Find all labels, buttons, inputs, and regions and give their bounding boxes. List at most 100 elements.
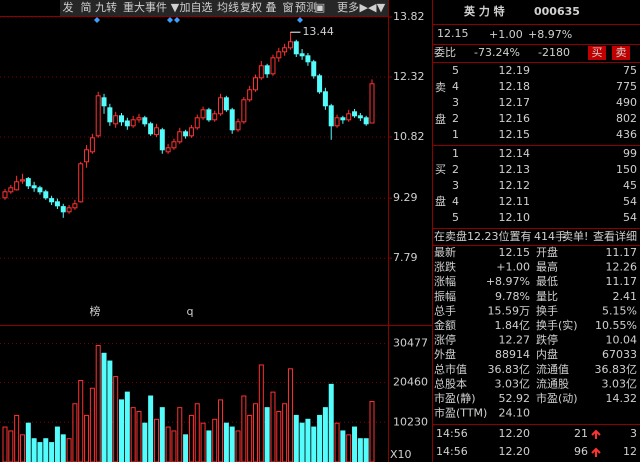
toolbar-button[interactable]: 发 [63,0,74,14]
toolbar-icon[interactable]: ▶◀ [360,1,377,14]
tick-time: 14:56 [436,427,468,440]
book-volume: 45 [623,179,637,192]
tick-volume: 96 [574,445,588,458]
sell-button[interactable]: 卖 [616,46,627,59]
candle-body [171,141,177,149]
candle-body [37,187,43,193]
stat-value: 12.26 [606,261,638,274]
sell-button-bg[interactable] [612,46,630,60]
volume-bar [235,430,241,462]
volume-bar [206,430,212,462]
candle-body [2,191,8,199]
toolbar-icon[interactable]: ▣ [315,1,325,14]
book-price: 12.18 [499,80,531,93]
buy-button-bg[interactable] [588,46,606,60]
buy-button[interactable]: 买 [592,46,603,59]
stat-value: 2.41 [613,290,638,303]
volume-bar [153,418,159,462]
toolbar-button[interactable]: 均线 [217,0,239,14]
dropdown-icon[interactable]: ▼ [377,1,386,14]
tick-count: 3 [630,427,637,440]
toolbar-button[interactable]: 叠 [266,1,277,14]
toolbar-button[interactable]: 窗 [283,0,294,14]
toolbar-button[interactable]: 重大事件 [123,0,167,14]
volume-bar [363,438,369,462]
candle-body [252,77,258,91]
candle-body [352,111,358,117]
candle-body [43,191,49,199]
stat-value: 5.15% [602,304,637,317]
book-side-label: 盘 [435,112,446,126]
candle-body [346,113,352,121]
stat-label: 最低 [536,275,558,288]
volume-bar [171,430,177,462]
volume-bar [78,379,84,462]
toolbar-button[interactable]: 加自选 [180,1,213,14]
volume-bar [119,399,125,462]
volume-bar [293,414,299,462]
candle-body [165,147,171,153]
stat-label: 跌停 [536,333,558,347]
y-tick-label: 12.32 [393,70,425,83]
candle-body [31,185,37,189]
book-volume: 490 [616,96,637,109]
candle-body [363,117,369,125]
volume-bar [223,422,229,462]
stat-label: 流通股 [536,376,569,390]
candle-body [258,65,264,79]
volume-bar [107,360,113,462]
stat-label: 总手 [434,303,456,317]
stat-value: 11.17 [606,246,638,259]
volume-bar [136,411,142,462]
volume-bar [282,403,288,462]
volume-bar [357,438,363,462]
volume-tick-label: 10230 [393,415,428,428]
candle-body [49,198,55,203]
toolbar-button[interactable]: 复权 [240,0,262,14]
price-change-pct: +8.97% [528,28,572,41]
order-diff: -2180 [538,46,570,59]
toolbar-button[interactable]: 更多 [337,0,359,14]
volume-bar [43,438,49,462]
book-level: 1 [452,147,459,160]
volume-bar [148,395,154,462]
toolbar-button[interactable]: 预测 [295,1,317,14]
candle-body [72,203,78,209]
volume-bar [247,414,253,462]
candle-body [60,206,66,213]
price-change: +1.00 [489,28,523,41]
stat-value: 36.83亿 [595,363,638,376]
toolbar-button[interactable]: 九转 [95,0,117,14]
stat-value: 10.04 [606,334,638,347]
dropdown-icon[interactable]: ▼ [171,1,180,14]
candle-body [293,41,299,55]
candle-body [357,115,363,119]
stat-label: 量比 [536,290,558,303]
toolbar-button[interactable]: 简 [81,0,92,14]
candle-body [95,95,101,137]
volume-bar [340,430,346,462]
candle-body [14,181,20,191]
volume-bar [159,407,165,462]
volume-bar [72,403,78,462]
volume-bar [165,426,171,462]
volume-bar [212,418,218,462]
volume-bar [352,426,358,462]
book-volume: 54 [623,195,637,208]
volume-bar [130,407,136,462]
stat-value: 9.78% [495,290,530,303]
volume-bar [60,434,66,462]
volume-bar [276,411,282,462]
candle-body [89,137,95,153]
event-markers [94,17,303,23]
candle-body [84,149,90,163]
candle-body [276,51,282,59]
stat-value: 52.92 [499,392,531,405]
detail-link[interactable]: 查看详细 [593,229,637,243]
volume-bar [270,391,276,462]
volume-bar [305,418,311,462]
volume-bar [328,383,334,462]
stat-label: 流通值 [536,362,569,376]
book-level: 4 [452,80,459,93]
